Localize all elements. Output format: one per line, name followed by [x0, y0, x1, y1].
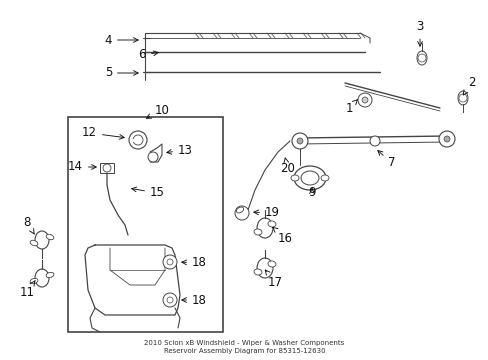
- Circle shape: [417, 54, 425, 62]
- Ellipse shape: [236, 207, 243, 213]
- Text: 3: 3: [415, 21, 423, 46]
- Ellipse shape: [267, 221, 275, 227]
- Ellipse shape: [257, 258, 272, 278]
- Bar: [68, 117, 223, 332]
- Ellipse shape: [320, 175, 328, 181]
- Ellipse shape: [290, 175, 298, 181]
- Ellipse shape: [46, 273, 54, 278]
- Ellipse shape: [257, 218, 272, 238]
- Text: 17: 17: [265, 270, 283, 289]
- Text: 6: 6: [138, 49, 158, 62]
- Circle shape: [357, 93, 371, 107]
- Circle shape: [296, 138, 303, 144]
- Bar: [100, 163, 114, 173]
- Ellipse shape: [35, 269, 49, 287]
- Text: 18: 18: [182, 256, 206, 270]
- Circle shape: [443, 136, 449, 142]
- Circle shape: [163, 293, 177, 307]
- Ellipse shape: [416, 51, 426, 65]
- Text: 4: 4: [104, 33, 138, 46]
- Ellipse shape: [35, 231, 49, 249]
- Text: 16: 16: [272, 228, 292, 244]
- Circle shape: [129, 131, 147, 149]
- Circle shape: [133, 135, 142, 145]
- Circle shape: [369, 136, 379, 146]
- Circle shape: [103, 164, 111, 172]
- Text: 1: 1: [345, 99, 357, 114]
- Text: 5: 5: [104, 67, 138, 80]
- Text: 12: 12: [82, 126, 124, 139]
- Circle shape: [167, 297, 173, 303]
- Ellipse shape: [457, 91, 467, 105]
- Circle shape: [235, 206, 248, 220]
- Ellipse shape: [46, 234, 54, 240]
- Ellipse shape: [267, 261, 275, 267]
- Text: 11: 11: [20, 280, 35, 298]
- Text: 2: 2: [462, 77, 474, 95]
- Text: 9: 9: [307, 185, 315, 198]
- Circle shape: [291, 133, 307, 149]
- Text: 14: 14: [68, 161, 96, 174]
- Text: 19: 19: [253, 207, 280, 220]
- Text: 15: 15: [131, 186, 164, 199]
- Text: 8: 8: [23, 216, 34, 234]
- Ellipse shape: [293, 166, 325, 190]
- Text: 13: 13: [166, 144, 192, 157]
- Ellipse shape: [253, 269, 262, 275]
- Circle shape: [167, 259, 173, 265]
- Ellipse shape: [30, 240, 38, 246]
- Circle shape: [163, 255, 177, 269]
- Text: 10: 10: [146, 104, 169, 118]
- Circle shape: [361, 97, 367, 103]
- Ellipse shape: [30, 278, 38, 284]
- Circle shape: [458, 94, 466, 102]
- Circle shape: [148, 152, 158, 162]
- Text: 18: 18: [182, 293, 206, 306]
- Text: 7: 7: [377, 150, 395, 170]
- Ellipse shape: [301, 171, 318, 185]
- Circle shape: [438, 131, 454, 147]
- Text: 20: 20: [280, 158, 294, 175]
- Text: 2010 Scion xB Windshield - Wiper & Washer Components
Reservoir Assembly Diagram : 2010 Scion xB Windshield - Wiper & Washe…: [144, 341, 344, 354]
- Ellipse shape: [253, 229, 262, 235]
